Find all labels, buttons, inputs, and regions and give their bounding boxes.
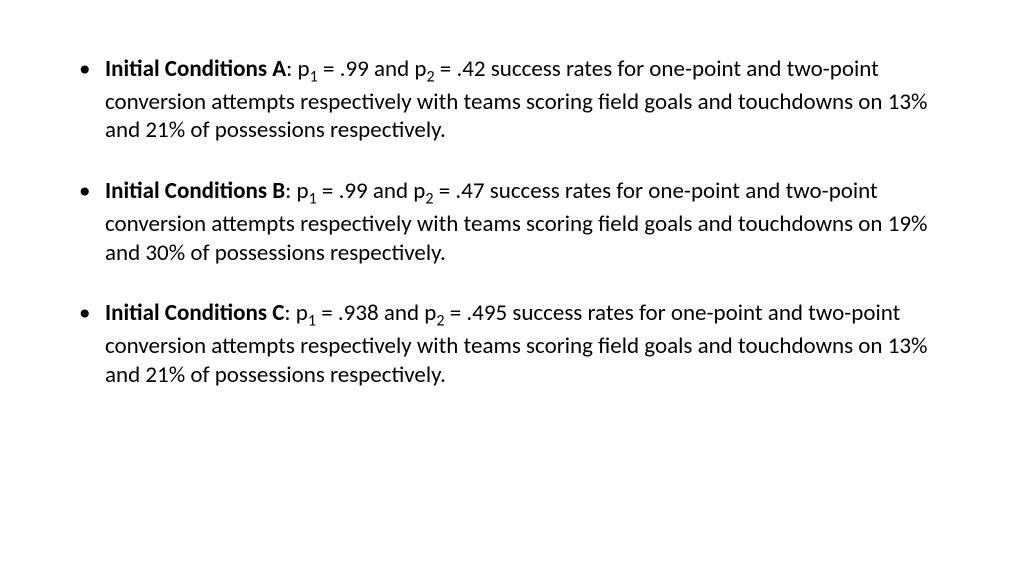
text: and p [368, 177, 426, 205]
subscript: 2 [426, 68, 434, 87]
text: and [105, 239, 145, 267]
subscript: 2 [436, 312, 444, 331]
p2-value: .495 [466, 299, 507, 327]
list-item: Initial Conditions B: p1 = .99 and p2 = … [75, 177, 949, 267]
text: = [434, 177, 456, 205]
text: = [318, 55, 340, 83]
subscript: 1 [309, 190, 317, 209]
subscript: 1 [308, 312, 316, 331]
text: of possessions respectively. [185, 239, 446, 267]
condition-label: Initial Conditions A [105, 55, 286, 83]
subscript: 2 [425, 190, 433, 209]
p1-value: .99 [339, 177, 368, 205]
list-item: Initial Conditions A: p1 = .99 and p2 = … [75, 55, 949, 145]
text: = [316, 299, 338, 327]
bullet-list: Initial Conditions A: p1 = .99 and p2 = … [75, 55, 949, 390]
condition-label: Initial Conditions C [105, 299, 284, 327]
text: and p [379, 299, 437, 327]
text: and p [369, 55, 427, 83]
text: of possessions respectively. [185, 116, 446, 144]
text: : p [286, 55, 309, 83]
fg-pct: 13% [888, 332, 928, 360]
text: and [105, 361, 145, 389]
text: : p [285, 177, 308, 205]
td-pct: 21% [145, 361, 185, 389]
p1-value: .938 [338, 299, 379, 327]
p2-value: .42 [456, 55, 485, 83]
condition-label: Initial Conditions B [105, 177, 285, 205]
text: : p [284, 299, 307, 327]
list-item: Initial Conditions C: p1 = .938 and p2 =… [75, 299, 949, 389]
p2-value: .47 [455, 177, 484, 205]
td-pct: 30% [145, 239, 185, 267]
text: and [105, 116, 145, 144]
fg-pct: 13% [888, 88, 928, 116]
td-pct: 21% [145, 116, 185, 144]
p1-value: .99 [340, 55, 369, 83]
text: = [435, 55, 457, 83]
fg-pct: 19% [888, 210, 928, 238]
text: = [317, 177, 339, 205]
subscript: 1 [310, 68, 318, 87]
text: of possessions respectively. [185, 361, 446, 389]
text: = [445, 299, 467, 327]
